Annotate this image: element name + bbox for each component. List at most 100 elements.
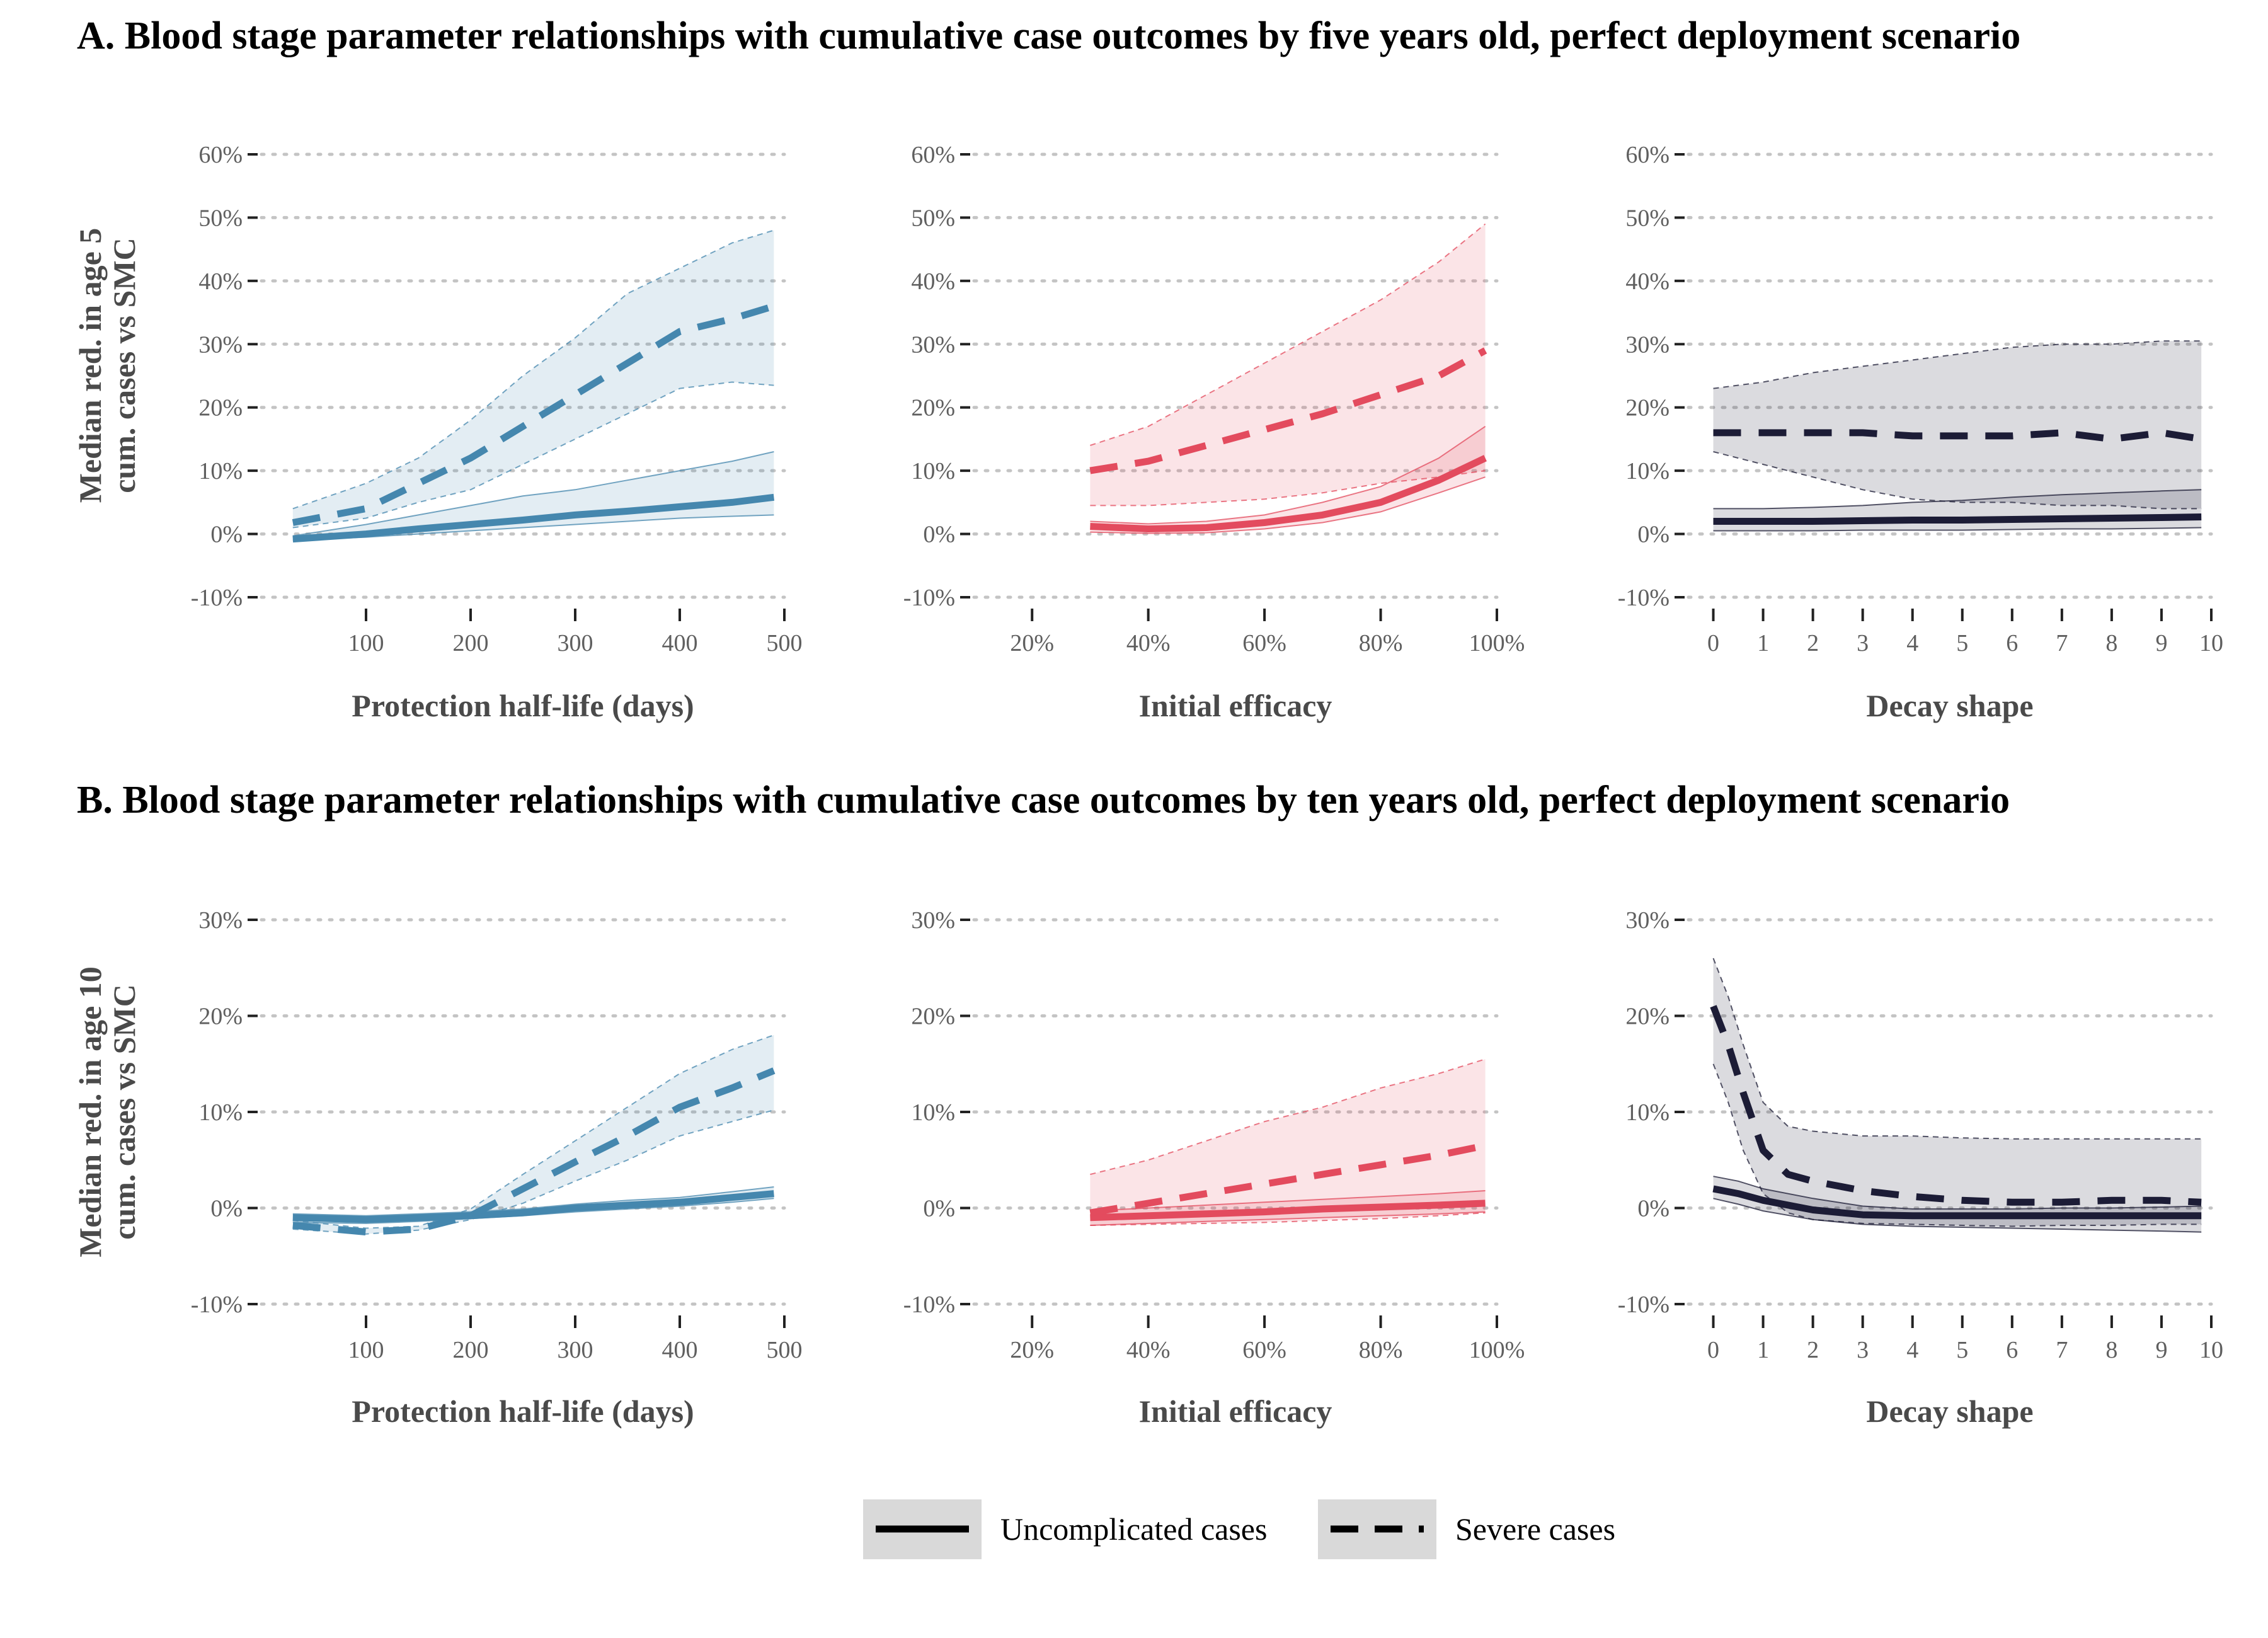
x-tick-label: 1 <box>1757 630 1769 656</box>
x-tick-label: 200 <box>453 630 489 656</box>
x-tick-label: 500 <box>767 1337 803 1363</box>
band-upper-edge-severe <box>292 229 774 510</box>
y-tick-label: 10% <box>1625 1099 1670 1126</box>
x-tick-label: 3 <box>1857 1337 1869 1363</box>
panel-a-2: -10% 0% 10% 20% 30% 40% 50% 60% 20% 40% 60% 80% 100%… <box>903 142 1525 723</box>
x-tick-label: 8 <box>2105 1337 2117 1363</box>
band-lower-edge-severe <box>1090 1212 1486 1226</box>
x-axis-label: Protection half-life (days) <box>352 688 694 723</box>
y-tick-label: 20% <box>1625 1004 1670 1030</box>
y-tick-label: 30% <box>198 331 243 358</box>
y-tick-label: 20% <box>911 395 955 421</box>
band-upper-edge-severe <box>1090 1058 1486 1176</box>
y-tick-label: 0% <box>1637 1196 1670 1222</box>
y-tick-label: 10% <box>198 1099 243 1126</box>
row-b-title: B. Blood stage parameter relationships w… <box>77 779 2010 822</box>
median-line-severe <box>292 302 775 526</box>
band-uncomplicated <box>292 452 774 541</box>
y-tick-label: 30% <box>911 907 955 934</box>
y-tick-label: 60% <box>1625 142 1670 168</box>
y-tick-label: 50% <box>198 205 243 231</box>
panel-a-1: -10% 0% 10% 20% 30% 40% 50% 60% 100 200 300 400 500 P… <box>191 142 803 723</box>
panels: -10%0%10%20%30%40%50%60%100 200 300 400 500P… <box>191 142 2223 1429</box>
x-tick-label: 7 <box>2056 1337 2068 1363</box>
x-tick-label: 4 <box>1906 1337 1918 1363</box>
panel-b-ylabel-line-1: Median red. in age 10 <box>72 966 108 1257</box>
x-tick-label: 9 <box>2155 1337 2167 1363</box>
y-tick-label: 40% <box>1625 268 1670 295</box>
y-tick-label: 30% <box>1625 331 1670 358</box>
x-tick-label: 0 <box>1707 630 1719 656</box>
band-lower-edge-uncomplicated <box>1713 1198 2202 1233</box>
y-tick-label: -10% <box>191 585 243 611</box>
x-tick-label: 100 <box>348 630 384 656</box>
panel-b-1: -10% 0% 10% 20% 30% 100 200 300 400 500 Protection… <box>191 907 803 1429</box>
y-tick-label: 30% <box>1625 907 1670 934</box>
y-tick-label: 20% <box>911 1004 955 1030</box>
x-tick-label: 4 <box>1906 630 1918 656</box>
x-tick-label: 20% <box>1010 630 1054 656</box>
y-tick-label: 30% <box>911 331 955 358</box>
x-tick-label: 300 <box>558 1337 593 1363</box>
band-upper-edge-uncomplicated <box>292 1186 774 1217</box>
band-lower-edge-uncomplicated <box>1713 527 2202 532</box>
x-axis-label: Decay shape <box>1866 1394 2033 1429</box>
band-upper-edge-uncomplicated <box>292 451 774 537</box>
y-tick-label: 10% <box>911 1099 955 1126</box>
band-upper-edge-severe <box>1090 223 1486 446</box>
x-tick-label: 1 <box>1757 1337 1769 1363</box>
row-a-title: A. Blood stage parameter relationships w… <box>77 14 2020 57</box>
y-tick-label: -10% <box>191 1292 243 1318</box>
median-line-severe <box>292 1067 776 1236</box>
legend-label-severe: Severe cases <box>1455 1511 1615 1547</box>
x-tick-label: 80% <box>1359 1337 1403 1363</box>
x-tick-label: 100 <box>348 1337 384 1363</box>
y-tick-label: 0% <box>923 522 955 548</box>
band-upper-edge-uncomplicated <box>1713 489 2202 510</box>
y-tick-label: 50% <box>911 205 955 231</box>
x-tick-label: 100% <box>1469 630 1525 656</box>
x-tick-label: 10 <box>2199 1337 2223 1363</box>
band-lower-edge-severe <box>1090 470 1486 507</box>
x-tick-label: 60% <box>1242 630 1286 656</box>
x-tick-label: 0 <box>1707 1337 1719 1363</box>
median-line-uncomplicated <box>1712 1185 2202 1220</box>
median-line-uncomplicated <box>1090 455 1487 532</box>
y-tick-label: 30% <box>198 907 243 934</box>
y-tick-label: 40% <box>198 268 243 295</box>
band-lower-edge-uncomplicated <box>292 514 774 541</box>
panel-a-ylabel-line-2: cum. cases vs SMC <box>106 238 142 493</box>
x-tick-label: 400 <box>662 630 698 656</box>
x-tick-label: 100% <box>1469 1337 1525 1363</box>
x-tick-label: 5 <box>1956 1337 1968 1363</box>
band-upper-edge-severe <box>292 1034 774 1229</box>
y-tick-label: 20% <box>1625 395 1670 421</box>
band-severe <box>1090 224 1486 506</box>
y-tick-label: -10% <box>1618 1292 1670 1318</box>
median-line-severe <box>1089 347 1487 474</box>
x-tick-label: 7 <box>2056 630 2068 656</box>
band-lower-edge-severe <box>292 1109 774 1235</box>
legend-item-uncomplicated: Uncomplicated cases <box>863 1499 1267 1559</box>
band-upper-edge-uncomplicated <box>1713 1176 2202 1210</box>
band-lower-edge-severe <box>1713 451 2202 510</box>
median-line-uncomplicated <box>292 493 775 543</box>
x-axis-label: Protection half-life (days) <box>352 1394 694 1429</box>
x-tick-label: 9 <box>2155 630 2167 656</box>
x-tick-label: 6 <box>2006 1337 2018 1363</box>
x-tick-label: 80% <box>1359 630 1403 656</box>
y-tick-label: 40% <box>911 268 955 295</box>
y-tick-label: -10% <box>903 585 955 611</box>
legend-label-uncomplicated: Uncomplicated cases <box>1000 1511 1267 1547</box>
x-tick-label: 6 <box>2006 630 2018 656</box>
band-upper-edge-severe <box>1712 958 2202 1140</box>
x-tick-label: 10 <box>2199 630 2223 656</box>
band-upper-edge-uncomplicated <box>1090 425 1486 525</box>
x-tick-label: 5 <box>1956 630 1968 656</box>
band-lower-edge-severe <box>292 381 774 529</box>
y-tick-label: 0% <box>210 1196 243 1222</box>
x-tick-label: 500 <box>767 630 803 656</box>
median-line-severe <box>1713 429 2202 443</box>
y-tick-label: 0% <box>210 522 243 548</box>
y-tick-label: 0% <box>1637 522 1670 548</box>
